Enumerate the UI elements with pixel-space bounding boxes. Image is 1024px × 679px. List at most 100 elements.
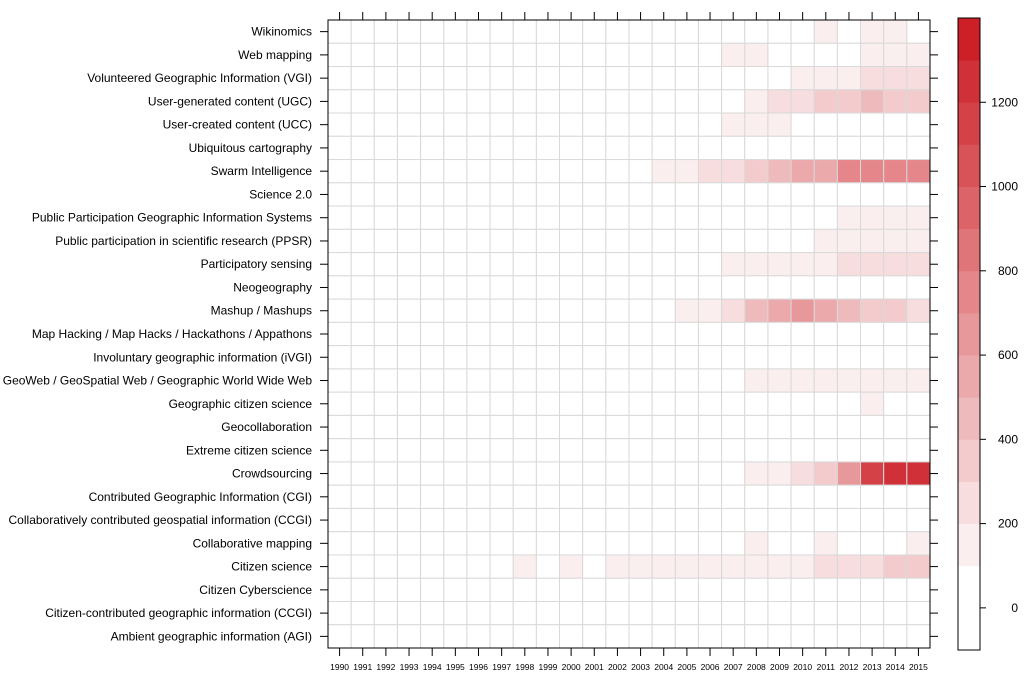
heatmap-cell	[535, 577, 561, 602]
heatmap-cell	[628, 368, 653, 393]
heatmap-cell	[744, 252, 769, 277]
heatmap-cell	[674, 368, 699, 393]
heatmap-cell	[860, 345, 885, 370]
colorbar-band	[958, 228, 980, 272]
heatmap-cell	[582, 600, 607, 626]
heatmap-cell	[420, 484, 445, 509]
heatmap-cell	[651, 554, 676, 579]
heatmap-cell	[721, 135, 746, 161]
heatmap-cell	[767, 438, 792, 463]
heatmap-cell	[883, 461, 908, 486]
heatmap-cell	[582, 205, 607, 230]
heatmap-cell	[443, 159, 468, 184]
heatmap-cell	[327, 554, 352, 579]
heatmap-cell	[535, 182, 561, 207]
heatmap-cell	[860, 135, 885, 161]
heatmap-cell	[535, 484, 561, 509]
heatmap-cell	[697, 42, 723, 68]
heatmap-cell	[373, 228, 398, 254]
x-tick-label: 1997	[492, 662, 511, 672]
heatmap-cell	[674, 159, 699, 184]
heatmap-cell	[906, 507, 931, 533]
heatmap-cell	[906, 484, 931, 509]
heatmap-cell	[443, 112, 468, 137]
heatmap-cell	[906, 554, 931, 579]
heatmap-cell	[466, 345, 491, 370]
heatmap-cell	[605, 368, 630, 393]
heatmap-cell	[836, 19, 862, 44]
heatmap-cell	[721, 66, 746, 91]
heatmap-cell	[790, 507, 815, 533]
x-tick-label: 1991	[353, 662, 372, 672]
heatmap-cell	[582, 507, 607, 533]
heatmap-cell	[790, 321, 815, 347]
heatmap-cell	[582, 368, 607, 393]
heatmap-cell	[651, 298, 676, 323]
heatmap-cell	[559, 205, 584, 230]
heatmap-cell	[466, 600, 491, 626]
heatmap-cell	[767, 461, 792, 486]
heatmap-cell	[697, 554, 723, 579]
heatmap-cell	[883, 298, 908, 323]
heatmap-cell	[813, 554, 838, 579]
heatmap-cell	[813, 298, 838, 323]
heatmap-cell	[651, 484, 676, 509]
heatmap-cell	[512, 484, 537, 509]
heatmap-cell	[350, 484, 375, 509]
heatmap-cell	[443, 321, 468, 347]
heatmap-cell	[906, 577, 931, 602]
heatmap-cell	[559, 42, 584, 68]
heatmap-cell	[605, 461, 630, 486]
heatmap-cell	[373, 89, 398, 114]
heatmap-cell	[350, 438, 375, 463]
heatmap-cell	[767, 205, 792, 230]
heatmap-cell	[605, 554, 630, 579]
heatmap-cell	[651, 66, 676, 91]
heatmap-cell	[744, 577, 769, 602]
heatmap-cell	[559, 368, 584, 393]
heatmap-cell	[327, 42, 352, 68]
heatmap-cell	[836, 391, 862, 416]
heatmap-cell	[350, 414, 375, 440]
heatmap-cell	[697, 275, 723, 300]
y-tick-label: Mashup / Mashups	[211, 304, 312, 318]
heatmap-cell	[489, 554, 514, 579]
heatmap-cell	[674, 135, 699, 161]
heatmap-cell	[860, 391, 885, 416]
heatmap-cell	[697, 414, 723, 440]
heatmap-cell	[559, 461, 584, 486]
heatmap-cell	[651, 275, 676, 300]
heatmap-cell	[350, 298, 375, 323]
heatmap-cell	[860, 507, 885, 533]
heatmap-cell	[767, 600, 792, 626]
heatmap-cell	[396, 298, 422, 323]
heatmap-cell	[512, 89, 537, 114]
heatmap-cell	[836, 484, 862, 509]
heatmap-cell	[790, 182, 815, 207]
heatmap-cell	[906, 321, 931, 347]
heatmap-cell	[628, 321, 653, 347]
heatmap-cell	[628, 345, 653, 370]
heatmap-cell	[512, 368, 537, 393]
heatmap-cell	[582, 252, 607, 277]
heatmap-cell	[767, 531, 792, 556]
x-tick-label: 1993	[400, 662, 419, 672]
x-tick-label: 2010	[793, 662, 812, 672]
heatmap-cell	[651, 507, 676, 533]
heatmap-cell	[697, 438, 723, 463]
heatmap-cell	[582, 531, 607, 556]
heatmap-cell	[813, 66, 838, 91]
heatmap-cell	[373, 182, 398, 207]
y-tick-label: GeoWeb / GeoSpatial Web / Geographic Wor…	[3, 374, 313, 388]
heatmap-cell	[512, 507, 537, 533]
y-tick-label: Involuntary geographic information (iVGI…	[93, 350, 312, 364]
heatmap-cell	[813, 252, 838, 277]
heatmap-cell	[559, 159, 584, 184]
heatmap-cell	[443, 577, 468, 602]
colorbar-band	[958, 481, 980, 524]
heatmap-cell	[813, 275, 838, 300]
heatmap-cell	[489, 228, 514, 254]
colorbar-tick-label: 0	[1011, 601, 1018, 615]
heatmap-cell	[860, 461, 885, 486]
heatmap-cell	[466, 182, 491, 207]
